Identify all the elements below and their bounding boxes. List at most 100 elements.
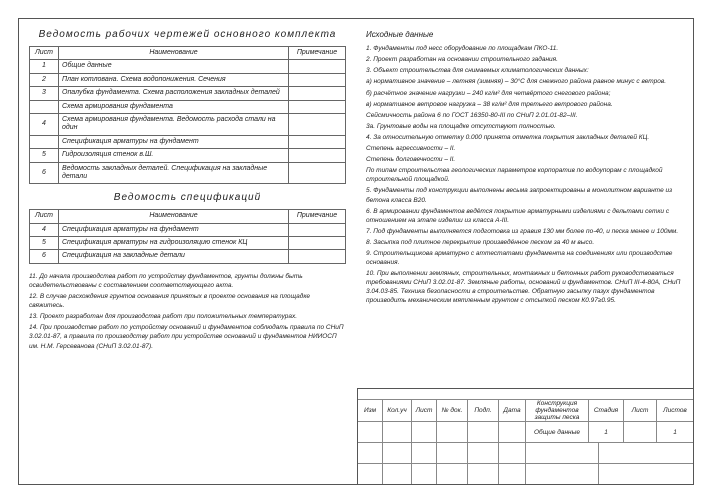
tb-cell — [468, 422, 499, 442]
note-para: 1. Фундаменты под несс оборудование по п… — [366, 44, 683, 53]
tb-cell — [358, 389, 693, 399]
tb-sheets-h: Листов — [657, 400, 693, 421]
th-note: Примечание — [289, 210, 346, 223]
cell — [289, 250, 346, 263]
cell: 3 — [30, 87, 59, 100]
cell — [289, 100, 346, 113]
tb-head: Изм — [358, 400, 383, 421]
tb-cell — [499, 464, 526, 484]
cell: 6 — [30, 250, 59, 263]
note-para: Степень агрессивности – II. — [366, 144, 683, 153]
cell: Спецификация арматуры на фундамент — [59, 223, 289, 236]
tb-sheet — [624, 422, 657, 442]
cell: Общие данные — [59, 60, 289, 73]
tb-cell — [499, 422, 526, 442]
cell — [289, 162, 346, 184]
note-para: 11. До начала производства работ по устр… — [29, 272, 346, 290]
cell — [289, 87, 346, 100]
tb-stage: 1 — [589, 422, 624, 442]
table-drawings: Лист Наименование Примечание 1Общие данн… — [29, 46, 346, 184]
title-drawings: Ведомость рабочих чертежей основного ком… — [29, 29, 346, 40]
note-para: 10. При выполнении земляных, строительны… — [366, 269, 683, 305]
tb-cell — [437, 443, 468, 463]
cell: Схема армирования фундамента — [59, 100, 289, 113]
th-note: Примечание — [289, 47, 346, 60]
note-para: б) расчётное значение нагрузки – 240 кг/… — [366, 89, 683, 98]
cell — [289, 223, 346, 236]
cell — [30, 100, 59, 113]
tb-cell — [599, 464, 693, 484]
note-para: 12. В случае расхождения грунтов основан… — [29, 292, 346, 310]
note-para: 8. Засыпка под плитное перекрытие произв… — [366, 238, 683, 247]
tb-cell — [358, 422, 383, 442]
tb-cell — [383, 422, 412, 442]
note-para: Сейсмичность района 6 по ГОСТ 16350-80-I… — [366, 111, 683, 120]
tb-cell — [437, 422, 468, 442]
cell — [30, 135, 59, 148]
cell — [289, 135, 346, 148]
cell: Схема армирования фундамента. Ведомость … — [59, 113, 289, 135]
tb-doc: Общие данные — [526, 422, 589, 442]
tb-cell — [412, 464, 437, 484]
tb-head: № док. — [437, 400, 468, 421]
note-para: 3а. Грунтовые воды на площадке отсутству… — [366, 122, 683, 131]
note-para: 3. Объект строительства для снимаемых кл… — [366, 66, 683, 75]
th-num: Лист — [30, 47, 59, 60]
tb-cell — [526, 443, 599, 463]
cell: Опалубка фундамента. Схема расположения … — [59, 87, 289, 100]
tb-cell — [412, 422, 437, 442]
tb-cell — [383, 464, 412, 484]
cell: 5 — [30, 149, 59, 162]
note-para: По типам строительства геологических пар… — [366, 166, 683, 184]
cell: 4 — [30, 113, 59, 135]
cell: Спецификация на закладные детали — [59, 250, 289, 263]
note-para: в) нормативное ветровое нагрузка – 38 кг… — [366, 100, 683, 109]
tb-cell — [499, 443, 526, 463]
cell — [289, 113, 346, 135]
tb-head: Дата — [499, 400, 526, 421]
cell — [289, 60, 346, 73]
note-para: 9. Строительщикова арматурно с аттестата… — [366, 249, 683, 267]
note-para: Степень долговечности – II. — [366, 155, 683, 164]
title-source: Исходные данные — [366, 29, 683, 40]
tb-cell — [468, 464, 499, 484]
tb-sheets: 1 — [657, 422, 693, 442]
cell: План котлована. Схема водопонижения. Сеч… — [59, 73, 289, 86]
title-specs: Ведомость спецификаций — [29, 192, 346, 203]
cell: 2 — [30, 73, 59, 86]
cell: Спецификация арматуры на фундамент — [59, 135, 289, 148]
cell: 6 — [30, 162, 59, 184]
note-para: 4. За относительную отметку 0.000 принят… — [366, 133, 683, 142]
note-para: а) нормативное значение – летняя (зимняя… — [366, 77, 683, 86]
note-para: 7. Под фундаменты выполняется подготовка… — [366, 227, 683, 236]
tb-head: Подп. — [468, 400, 499, 421]
cell: 5 — [30, 237, 59, 250]
note-para: 5. Фундаменты под конструкции выполнены … — [366, 186, 683, 204]
cell — [289, 237, 346, 250]
tb-cell — [412, 443, 437, 463]
tb-cell — [437, 464, 468, 484]
tb-proj-text: Конструкция фундаментов защиты песка — [528, 400, 586, 421]
tb-stage-h: Стадия — [589, 400, 624, 421]
tb-cell — [468, 443, 499, 463]
th-num: Лист — [30, 210, 59, 223]
cell: Гидроизоляция стенок в.Ш. — [59, 149, 289, 162]
tb-proj: Конструкция фундаментов защиты песка — [526, 400, 589, 421]
cell — [289, 149, 346, 162]
tb-cell — [383, 443, 412, 463]
note-para: 2. Проект разработан на основании строит… — [366, 55, 683, 64]
tb-head: Лист — [412, 400, 437, 421]
tb-cell — [358, 443, 383, 463]
cell: Ведомость закладных деталей. Спецификаци… — [59, 162, 289, 184]
tb-head: Кол.уч — [383, 400, 412, 421]
note-para: 13. Проект разработан для производства р… — [29, 312, 346, 321]
th-name: Наименование — [59, 47, 289, 60]
cell: Спецификация арматуры на гидроизоляцию с… — [59, 237, 289, 250]
th-name: Наименование — [59, 210, 289, 223]
cell: 4 — [30, 223, 59, 236]
cell — [289, 73, 346, 86]
tb-cell — [358, 464, 383, 484]
tb-cell — [526, 464, 599, 484]
cell: 1 — [30, 60, 59, 73]
note-para: 6. В армировании фундаментов ведётся пок… — [366, 207, 683, 225]
